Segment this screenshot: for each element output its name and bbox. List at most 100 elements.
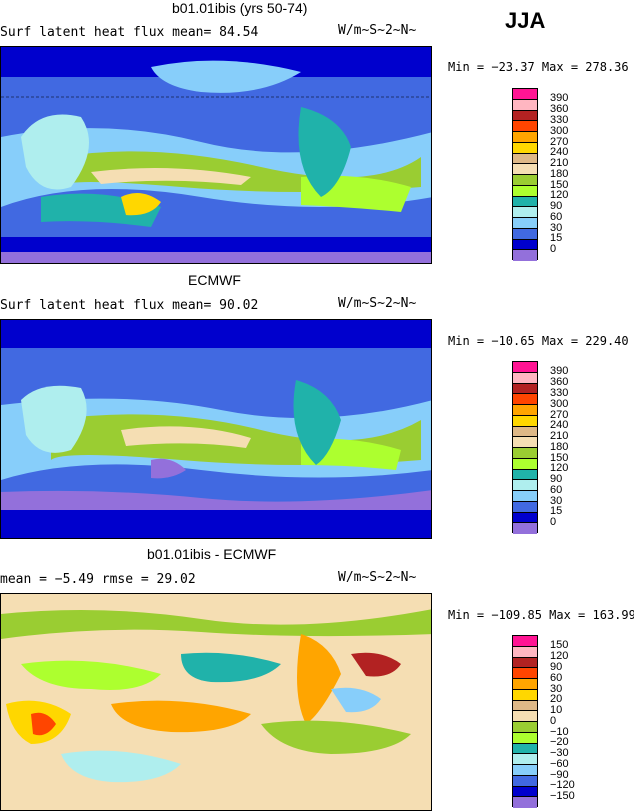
panel-2-units: W/m~S~2~N~ <box>338 296 417 311</box>
panel-2-colorbar-box <box>513 448 537 459</box>
panel-1-colorbar-label: 360 <box>550 103 569 115</box>
panel-2-colorbar-label: 90 <box>550 473 563 485</box>
panel-2-map <box>0 319 432 539</box>
panel-3-colorbar-box <box>513 786 537 798</box>
panel-1-colorbar-box <box>513 239 537 251</box>
panel-1-colorbar-label: 15 <box>550 232 563 244</box>
panel-1-colorbar-box <box>513 132 537 143</box>
panel-3-colorbar-box <box>513 797 537 808</box>
panel-2-colorbar-box <box>513 469 537 481</box>
panel-1-colorbar-box <box>513 99 537 111</box>
panel-2-colorbar-label: 360 <box>550 376 569 388</box>
panel-3-colorbar-box <box>513 775 537 787</box>
panel-1-colorbar-label: 30 <box>550 222 563 234</box>
panel-3-map <box>0 593 432 811</box>
panel-2-colorbar-box <box>513 372 537 384</box>
panel-3-colorbar-label: 10 <box>550 704 563 716</box>
panel-1-colorbar-box <box>513 228 537 240</box>
panel-2-title: ECMWF <box>188 272 241 288</box>
panel-3-colorbar-box <box>513 636 537 647</box>
panel-3-minmax: Min = −109.85 Max = 163.99 <box>448 608 634 622</box>
panel-3-colorbar-box <box>513 732 537 744</box>
panel-2-colorbar-label: 330 <box>550 387 569 399</box>
panel-1-colorbar-label: 330 <box>550 114 569 126</box>
panel-3-colorbar-label: 150 <box>550 639 569 651</box>
panel-3-colorbar-box <box>513 700 537 712</box>
panel-2-colorbar-box <box>513 383 537 395</box>
panel-3-title: b01.01ibis - ECMWF <box>147 546 277 562</box>
panel-3-colorbar-box <box>513 668 537 679</box>
panel-2-colorbar-box <box>513 491 537 502</box>
panel-2-colorbar <box>512 361 538 534</box>
panel-3-colorbar-box <box>513 689 537 701</box>
panel-1-map <box>0 46 432 264</box>
panel-1-colorbar-box <box>513 110 537 122</box>
panel-2-colorbar-label: 270 <box>550 409 569 421</box>
panel-3-colorbar-label: 30 <box>550 683 563 695</box>
panel-2-colorbar-box <box>513 523 537 534</box>
season-label: JJA <box>505 8 546 33</box>
panel-3-colorbar-label: 60 <box>550 672 563 684</box>
panel-2-colorbar-box <box>513 394 537 405</box>
panel-1-left-text: Surf latent heat flux mean= 84.54 <box>0 25 259 40</box>
panel-1-colorbar-label: 300 <box>550 125 569 137</box>
panel-3-colorbar-label: 20 <box>550 693 563 705</box>
panel-2-colorbar-label: 210 <box>550 430 569 442</box>
panel-1-colorbar-box <box>513 185 537 197</box>
panel-3-colorbar-label: 120 <box>550 650 569 662</box>
panel-3-colorbar-label: −10 <box>550 726 569 738</box>
panel-2-left-text: Surf latent heat flux mean= 90.02 <box>0 298 259 313</box>
panel-1-colorbar-box <box>513 164 537 175</box>
panel-1-colorbar-label: 90 <box>550 200 563 212</box>
panel-2-colorbar-label: 390 <box>550 365 569 377</box>
panel-1-colorbar-label: 210 <box>550 157 569 169</box>
panel-3-colorbar-label: −90 <box>550 769 569 781</box>
panel-3-colorbar-label: −150 <box>550 790 575 802</box>
panel-1-minmax: Min = −23.37 Max = 278.36 <box>448 60 629 74</box>
panel-2-colorbar-box <box>513 480 537 491</box>
panel-2-colorbar-box <box>513 415 537 427</box>
panel-3-colorbar-box <box>513 743 537 755</box>
panel-2-colorbar-label: 150 <box>550 452 569 464</box>
panel-3-colorbar-box <box>513 722 537 733</box>
panel-3-colorbar-label: −120 <box>550 779 575 791</box>
panel-3-colorbar <box>512 635 538 808</box>
panel-1-colorbar-label: 60 <box>550 211 563 223</box>
panel-3-colorbar-box <box>513 754 537 765</box>
panel-2-colorbar-box <box>513 501 537 513</box>
panel-2-colorbar-box <box>513 405 537 416</box>
panel-3-colorbar-label: 0 <box>550 715 557 727</box>
panel-2-colorbar-label: 180 <box>550 441 569 453</box>
panel-2-colorbar-label: 240 <box>550 419 569 431</box>
panel-1-colorbar <box>512 88 538 261</box>
panel-3-colorbar-label: 90 <box>550 661 563 673</box>
panel-1-colorbar-label: 180 <box>550 168 569 180</box>
panel-1-colorbar-box <box>513 153 537 165</box>
panel-3-colorbar-box <box>513 765 537 776</box>
panel-2-colorbar-label: 60 <box>550 484 563 496</box>
panel-2-minmax: Min = −10.65 Max = 229.40 <box>448 334 629 348</box>
panel-3-colorbar-label: −20 <box>550 736 569 748</box>
panel-1-title: b01.01ibis (yrs 50-74) <box>172 0 308 16</box>
panel-1-colorbar-label: 270 <box>550 136 569 148</box>
panel-2-colorbar-box <box>513 426 537 438</box>
panel-3-colorbar-box <box>513 646 537 658</box>
panel-1-colorbar-box <box>513 218 537 229</box>
panel-3-colorbar-box <box>513 711 537 722</box>
panel-1-colorbar-box <box>513 196 537 208</box>
panel-3-colorbar-label: −60 <box>550 758 569 770</box>
panel-1-colorbar-box <box>513 121 537 132</box>
panel-3-colorbar-box <box>513 679 537 690</box>
panel-3-units: W/m~S~2~N~ <box>338 570 417 585</box>
panel-2-colorbar-label: 300 <box>550 398 569 410</box>
panel-2-colorbar-label: 30 <box>550 495 563 507</box>
panel-1-colorbar-label: 120 <box>550 189 569 201</box>
panel-2-colorbar-box <box>513 437 537 448</box>
panel-3-colorbar-box <box>513 657 537 669</box>
panel-1-colorbar-box <box>513 175 537 186</box>
panel-1-colorbar-box <box>513 250 537 261</box>
panel-1-colorbar-box <box>513 207 537 218</box>
panel-1-colorbar-box <box>513 89 537 100</box>
panel-3-left-text: mean = −5.49 rmse = 29.02 <box>0 572 196 587</box>
panel-2-colorbar-label: 15 <box>550 505 563 517</box>
